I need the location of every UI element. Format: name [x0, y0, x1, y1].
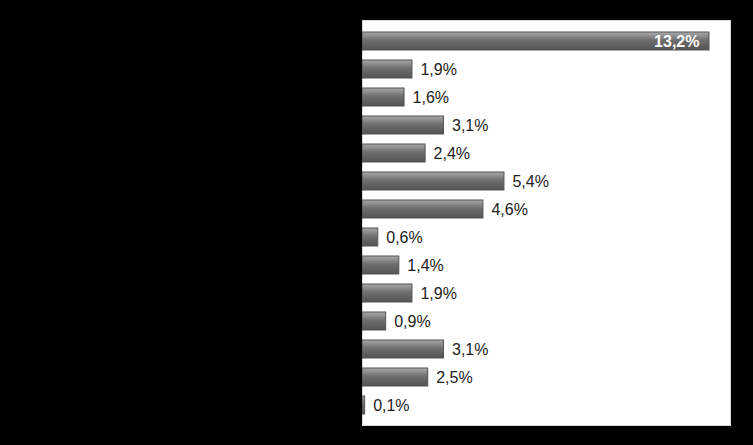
svg-text:0,1%: 0,1% [373, 397, 409, 414]
svg-text:2,5%: 2,5% [436, 369, 472, 386]
svg-text:3,1%: 3,1% [452, 117, 488, 134]
svg-text:1,4%: 1,4% [407, 257, 443, 274]
svg-text:1,6%: 1,6% [413, 89, 449, 106]
svg-text:0,6%: 0,6% [386, 229, 422, 246]
svg-text:0,9%: 0,9% [394, 313, 430, 330]
svg-text:3,1%: 3,1% [452, 341, 488, 358]
svg-text:1,9%: 1,9% [420, 285, 456, 302]
svg-text:2,4%: 2,4% [434, 145, 470, 162]
svg-text:4,6%: 4,6% [491, 201, 527, 218]
svg-text:13,2%: 13,2% [654, 33, 699, 50]
svg-text:1,9%: 1,9% [420, 61, 456, 78]
svg-text:5,4%: 5,4% [512, 173, 548, 190]
